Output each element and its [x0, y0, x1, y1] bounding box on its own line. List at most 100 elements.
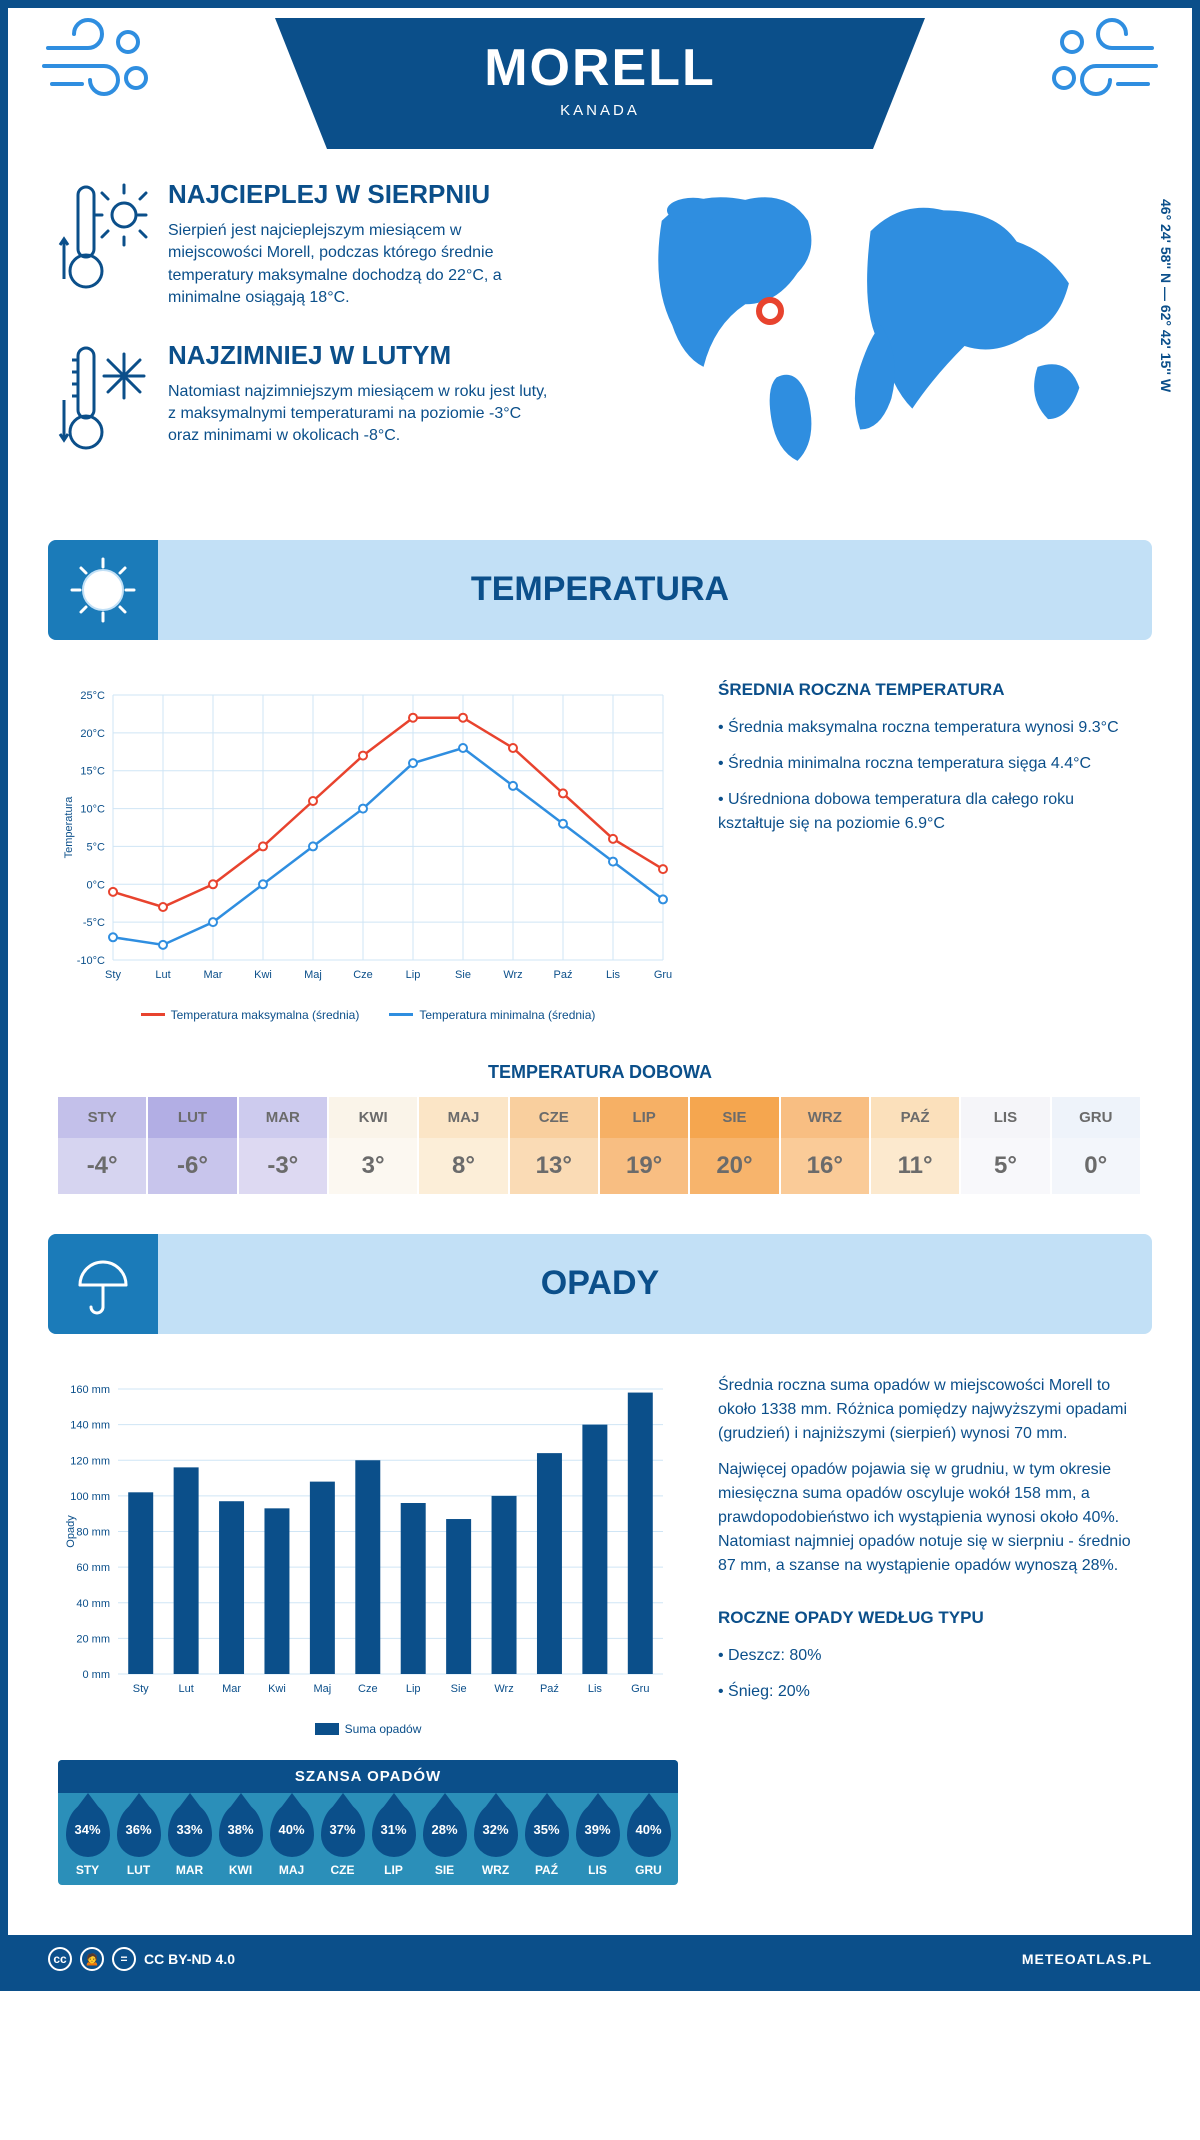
drop-icon: 37%	[321, 1803, 365, 1857]
svg-text:Gru: Gru	[654, 969, 672, 981]
drop-icon: 35%	[525, 1803, 569, 1857]
drop-icon: 32%	[474, 1803, 518, 1857]
temp-chart-legend: Temperatura maksymalna (średnia) Temperat…	[58, 1008, 678, 1022]
chance-cell: 34%STY	[62, 1803, 113, 1877]
chance-cell: 40%GRU	[623, 1803, 674, 1877]
section-header-precip: OPADY	[48, 1234, 1152, 1334]
site-brand: METEOATLAS.PL	[1022, 1951, 1152, 1967]
thermometer-snow-icon	[58, 340, 148, 460]
svg-text:Cze: Cze	[358, 1683, 378, 1695]
page-title: MORELL	[395, 38, 805, 98]
chance-cell: 36%LUT	[113, 1803, 164, 1877]
svg-text:10°C: 10°C	[80, 803, 105, 815]
precip-side-para: Najwięcej opadów pojawia się w grudniu, …	[718, 1458, 1142, 1578]
footer: cc 🙍 = CC BY-ND 4.0 METEOATLAS.PL	[8, 1935, 1192, 1983]
temp-side-title: ŚREDNIA ROCZNA TEMPERATURA	[718, 680, 1142, 700]
svg-text:Maj: Maj	[304, 969, 322, 981]
svg-text:Paź: Paź	[554, 969, 573, 981]
svg-text:Lut: Lut	[178, 1683, 193, 1695]
temp-section-title: TEMPERATURA	[48, 570, 1152, 609]
daily-temp-title: TEMPERATURA DOBOWA	[8, 1062, 1192, 1083]
precipitation-bar-chart: 0 mm20 mm40 mm60 mm80 mm100 mm120 mm140 …	[58, 1374, 678, 1714]
svg-text:Kwi: Kwi	[254, 969, 272, 981]
drop-icon: 34%	[66, 1803, 110, 1857]
precip-side-para: Średnia roczna suma opadów w miejscowośc…	[718, 1374, 1142, 1446]
daily-cell: KWI3°	[329, 1097, 419, 1194]
chance-cell: 39%LIS	[572, 1803, 623, 1877]
chance-cell: 31%LIP	[368, 1803, 419, 1877]
temp-chart-row: -10°C-5°C0°C5°C10°C15°C20°C25°CStyLutMar…	[8, 660, 1192, 1032]
chance-cell: 28%SIE	[419, 1803, 470, 1877]
drop-icon: 40%	[627, 1803, 671, 1857]
svg-text:100 mm: 100 mm	[70, 1490, 110, 1502]
svg-text:5°C: 5°C	[87, 841, 106, 853]
svg-text:-10°C: -10°C	[77, 955, 105, 967]
drop-icon: 40%	[270, 1803, 314, 1857]
legend-item: Temperatura maksymalna (średnia)	[141, 1008, 360, 1022]
svg-text:Lip: Lip	[406, 969, 421, 981]
drop-icon: 38%	[219, 1803, 263, 1857]
license-badge: cc 🙍 = CC BY-ND 4.0	[48, 1947, 235, 1971]
temp-side-list: Średnia maksymalna roczna temperatura wy…	[718, 716, 1142, 836]
svg-text:Opady: Opady	[65, 1514, 77, 1547]
cold-text: Natomiast najzimniejszym miesiącem w rok…	[168, 381, 548, 448]
daily-cell: LIP19°	[600, 1097, 690, 1194]
svg-text:25°C: 25°C	[80, 690, 105, 702]
drop-icon: 39%	[576, 1803, 620, 1857]
license-text: CC BY-ND 4.0	[144, 1951, 235, 1967]
svg-text:Sie: Sie	[451, 1683, 467, 1695]
precip-type-title: ROCZNE OPADY WEDŁUG TYPU	[718, 1608, 1142, 1628]
svg-text:Lip: Lip	[406, 1683, 421, 1695]
wind-icon	[1042, 18, 1162, 108]
svg-text:Temperatura: Temperatura	[63, 795, 75, 858]
warm-block: NAJCIEPLEJ W SIERPNIU Sierpień jest najc…	[58, 179, 580, 310]
svg-text:20°C: 20°C	[80, 727, 105, 739]
daily-cell: MAR-3°	[239, 1097, 329, 1194]
coordinates: 46° 24' 58'' N — 62° 42' 15'' W	[1158, 199, 1174, 392]
by-icon: 🙍	[80, 1947, 104, 1971]
svg-text:Paź: Paź	[540, 1683, 559, 1695]
svg-text:120 mm: 120 mm	[70, 1455, 110, 1467]
svg-text:Kwi: Kwi	[268, 1683, 286, 1695]
temp-side-item: Uśredniona dobowa temperatura dla całego…	[718, 788, 1142, 836]
daily-temp-table: STY-4°LUT-6°MAR-3°KWI3°MAJ8°CZE13°LIP19°…	[58, 1097, 1142, 1194]
svg-text:Gru: Gru	[631, 1683, 649, 1695]
header: MORELL KANADA	[8, 8, 1192, 149]
temp-side-item: Średnia minimalna roczna temperatura się…	[718, 752, 1142, 776]
map-marker-icon	[756, 297, 784, 325]
daily-cell: SIE20°	[690, 1097, 780, 1194]
svg-text:Maj: Maj	[314, 1683, 332, 1695]
svg-text:160 mm: 160 mm	[70, 1384, 110, 1396]
intro-row: NAJCIEPLEJ W SIERPNIU Sierpień jest najc…	[8, 149, 1192, 520]
umbrella-icon	[48, 1234, 158, 1334]
precip-chance-title: SZANSA OPADÓW	[58, 1760, 678, 1793]
daily-cell: GRU0°	[1052, 1097, 1142, 1194]
daily-cell: LIS5°	[961, 1097, 1051, 1194]
cold-title: NAJZIMNIEJ W LUTYM	[168, 340, 548, 371]
drop-icon: 31%	[372, 1803, 416, 1857]
svg-text:60 mm: 60 mm	[76, 1562, 110, 1574]
temperature-line-chart: -10°C-5°C0°C5°C10°C15°C20°C25°CStyLutMar…	[58, 680, 678, 1000]
section-header-temperature: TEMPERATURA	[48, 540, 1152, 640]
chance-cell: 32%WRZ	[470, 1803, 521, 1877]
svg-text:Lut: Lut	[155, 969, 170, 981]
precip-chart-legend: Suma opadów	[58, 1722, 678, 1736]
legend-item: Temperatura minimalna (średnia)	[389, 1008, 595, 1022]
svg-text:Lis: Lis	[588, 1683, 603, 1695]
nd-icon: =	[112, 1947, 136, 1971]
svg-text:0°C: 0°C	[87, 879, 106, 891]
drop-icon: 33%	[168, 1803, 212, 1857]
svg-text:Sty: Sty	[105, 969, 121, 981]
sun-icon	[48, 540, 158, 640]
cc-icon: cc	[48, 1947, 72, 1971]
precip-chance-panel: SZANSA OPADÓW 34%STY36%LUT33%MAR38%KWI40…	[58, 1760, 678, 1885]
title-banner: MORELL KANADA	[275, 18, 925, 149]
svg-text:Sie: Sie	[455, 969, 471, 981]
world-map: 46° 24' 58'' N — 62° 42' 15'' W	[620, 179, 1142, 490]
drop-icon: 28%	[423, 1803, 467, 1857]
svg-text:Mar: Mar	[204, 969, 223, 981]
svg-text:0 mm: 0 mm	[83, 1669, 111, 1681]
daily-cell: STY-4°	[58, 1097, 148, 1194]
warm-text: Sierpień jest najcieplejszym miesiącem w…	[168, 220, 548, 310]
chance-cell: 38%KWI	[215, 1803, 266, 1877]
